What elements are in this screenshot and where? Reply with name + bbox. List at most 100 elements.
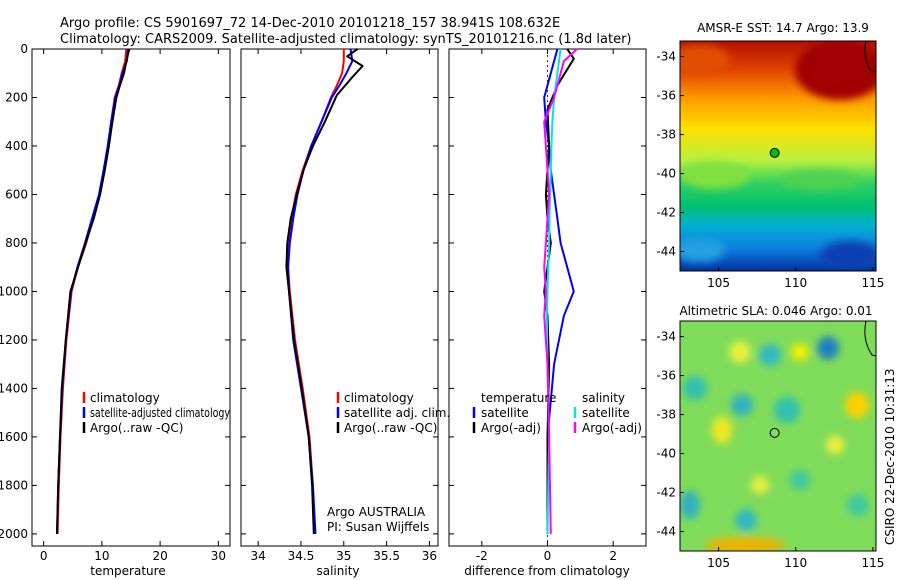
sst-patch (820, 241, 876, 269)
legend-label-argo: Argo(..raw -QC) (90, 421, 183, 435)
figure-title-line2: Climatology: CARS2009. Satellite-adjuste… (60, 32, 632, 47)
legend-title-temperature: temperature (481, 391, 556, 405)
lat-tick-label: -36 (656, 369, 676, 383)
temperature-axes-frame (31, 48, 231, 547)
y-tick-label: 0 (20, 42, 28, 56)
lat-tick-label: -38 (656, 408, 676, 422)
difference-ticks: -2 0 2 (449, 48, 646, 563)
sla-low-blob (790, 470, 810, 490)
sla-high-blob (712, 416, 732, 444)
temperature-panel: 0 10 20 30 0 200 400 600 800 1000 1200 1400 1600 1800… (0, 42, 231, 578)
temperature-ticks: 0 10 20 30 0 200 400 600 800 1000 1200 1400 1600 1800… (0, 42, 230, 563)
lat-tick-label: -44 (656, 525, 676, 539)
argo-location-marker (769, 427, 780, 438)
sst-map-ticks: 105 110 115 -34 -36 -38 -40 -42 -44 (656, 50, 884, 290)
lat-tick-label: -38 (656, 128, 676, 142)
x-tick-label: 35.5 (373, 549, 400, 563)
difference-lines (543, 48, 578, 534)
sst-patch (680, 161, 750, 189)
csiro-timestamp: CSIRO 22-Dec-2010 10:31:13 (883, 368, 897, 545)
y-tick-label: 200 (5, 90, 28, 104)
argo-program-annotation: Argo AUSTRALIA (327, 505, 426, 519)
sst-map-panel: AMSR-E SST: 14.7 Argo: 13.9 105 110 115 -34… (656, 21, 884, 290)
legend-label-satellite: satellite-adjusted climatology (90, 406, 230, 420)
series-line-temperature-satellite (543, 48, 575, 534)
sla-map-title: Altimetric SLA: 0.046 Argo: 0.01 (679, 304, 872, 318)
sla-high-blob (751, 476, 769, 494)
x-tick-label: 20 (152, 549, 167, 563)
sla-low-blob (817, 336, 839, 360)
sla-low-blob (735, 509, 757, 531)
sla-low-blob (680, 491, 700, 519)
series-line-climatology (287, 49, 345, 534)
sla-high-blob (845, 392, 869, 418)
lat-tick-label: -42 (656, 486, 676, 500)
sla-heatmap (680, 321, 876, 551)
salinity-lines (285, 48, 364, 534)
x-tick-label: -2 (476, 549, 488, 563)
sla-low-blob (847, 494, 869, 516)
x-tick-label: 2 (609, 549, 617, 563)
y-tick-label: 400 (5, 139, 28, 153)
sst-patch (780, 170, 860, 190)
sst-patch (795, 41, 876, 100)
sla-map-ticks: 105 110 115 -34 -36 -38 -40 -42 -44 (656, 330, 884, 570)
legend-label-sal-argo: Argo(-adj) (582, 421, 642, 435)
legend-label-temp-satellite: satellite (481, 406, 529, 420)
lon-tick-label: 105 (707, 556, 730, 570)
x-tick-label: 34.5 (288, 549, 315, 563)
lon-tick-label: 110 (784, 276, 807, 290)
series-line-satellite-adjusted-climatology (56, 48, 130, 534)
sla-map-panel: Altimetric SLA: 0.046 Argo: 0.01 (656, 304, 884, 570)
sst-patches (680, 41, 876, 269)
difference-xlabel: difference from climatology (464, 564, 630, 578)
legend-label-satellite: satellite adj. clim. (344, 406, 450, 420)
y-tick-label: 600 (5, 187, 28, 201)
lat-tick-label: -34 (656, 330, 676, 344)
lat-tick-label: -36 (656, 89, 676, 103)
lon-tick-label: 115 (861, 276, 884, 290)
y-tick-label: 1800 (0, 478, 28, 492)
y-tick-label: 1000 (0, 284, 28, 298)
lon-tick-label: 110 (784, 556, 807, 570)
y-tick-label: 1600 (0, 430, 28, 444)
argo-location-marker (769, 147, 780, 158)
x-tick-label: 36 (422, 549, 437, 563)
salinity-legend: climatology satellite adj. clim. Argo(..… (336, 391, 450, 435)
difference-panel: -2 0 2 difference from climatology tempera… (448, 48, 647, 578)
sst-map-frame (679, 40, 877, 272)
salinity-xlabel: salinity (316, 564, 359, 578)
lat-tick-label: -42 (656, 206, 676, 220)
y-tick-label: 1200 (0, 333, 28, 347)
sla-high-blob (729, 341, 751, 363)
pi-annotation: PI: Susan Wijffels (327, 520, 429, 534)
sla-low-blob (731, 394, 753, 416)
sla-low-blob (683, 376, 707, 400)
legend-label-argo: Argo(..raw -QC) (344, 421, 437, 435)
legend-label-sal-satellite: satellite (582, 406, 630, 420)
sla-blobs (680, 336, 869, 551)
x-tick-label: 10 (94, 549, 109, 563)
sla-high-blob (705, 537, 785, 551)
temperature-xlabel: temperature (90, 564, 165, 578)
temperature-legend: climatology satellite-adjusted climatolo… (82, 391, 230, 435)
y-tick-label: 1400 (0, 381, 28, 395)
salinity-ticks: 34 34.5 35 35.5 36 (241, 48, 438, 563)
sla-map-frame (679, 320, 877, 552)
coastline (864, 41, 876, 73)
series-line-argo-raw-qc- (285, 48, 364, 534)
lat-tick-label: -44 (656, 245, 676, 259)
salinity-axes-frame (240, 48, 439, 547)
series-line-argo-raw-qc- (56, 48, 131, 534)
y-tick-label: 2000 (0, 527, 28, 541)
coastline (864, 321, 876, 357)
lon-tick-label: 115 (861, 556, 884, 570)
sla-high-blob (791, 343, 809, 361)
series-line-salinity-argo-adj- (543, 48, 578, 534)
lat-tick-label: -40 (656, 447, 676, 461)
lat-tick-label: -40 (656, 167, 676, 181)
sst-heatmap (680, 41, 876, 271)
legend-label-climatology: climatology (90, 391, 160, 405)
x-tick-label: 35 (336, 549, 351, 563)
